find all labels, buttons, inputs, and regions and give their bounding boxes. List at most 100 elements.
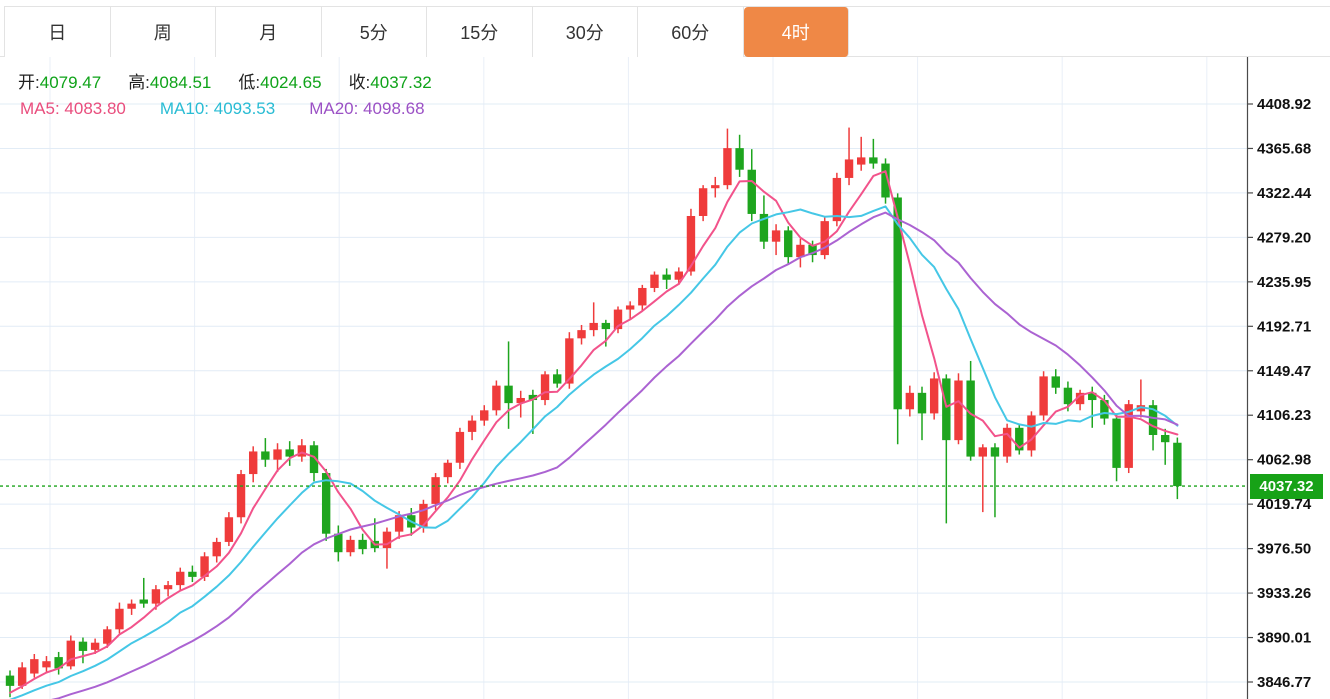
tab-月[interactable]: 月: [216, 7, 322, 57]
candle-body: [443, 462, 452, 478]
y-axis-label: 4279.20: [1257, 229, 1311, 246]
candle-body: [115, 608, 124, 630]
close-readout: 收:4037.32: [349, 68, 432, 93]
candle-body: [978, 447, 987, 457]
close-label: 收:: [348, 73, 371, 92]
close-value: 4037.32: [370, 73, 432, 92]
candle-body: [1039, 376, 1048, 416]
candle-body: [869, 157, 878, 164]
candle-body: [358, 539, 367, 550]
candle-body: [285, 449, 294, 457]
candle-body: [1051, 376, 1060, 388]
candle-body: [431, 477, 440, 504]
candlestick-chart[interactable]: 4408.92 4365.68 4322.44 4279.20 4235.95 4192.…: [0, 57, 1330, 699]
candle-body: [66, 640, 75, 667]
candle-body: [1088, 392, 1097, 401]
ma-legend: MA5: 4083.80 MA10: 4093.53 MA20: 4098.68: [20, 99, 425, 119]
candle-body: [42, 661, 51, 668]
candle-body: [881, 163, 890, 198]
y-axis-label: 3890.01: [1257, 630, 1311, 647]
tab-60分[interactable]: 60分: [638, 7, 744, 57]
candle-body: [808, 244, 817, 256]
candle-body: [1173, 442, 1182, 487]
candle-body: [17, 667, 27, 686]
low-label: 低:: [238, 73, 261, 92]
high-readout: 高:4084.51: [128, 68, 211, 93]
candle-body: [261, 451, 270, 460]
period-toolbar: 日周月 5分 15分 30分 60分 4时: [0, 0, 1330, 57]
candle-body: [990, 447, 1000, 457]
chart-region: 4408.92 4365.68 4322.44 4279.20 4235.95 4192.…: [0, 57, 1330, 699]
low-value: 4024.65: [260, 73, 322, 92]
candle-body: [346, 539, 355, 553]
tab-5分[interactable]: 5分: [321, 7, 427, 57]
candle-body: [200, 556, 209, 577]
y-axis-label: 4062.98: [1257, 452, 1311, 469]
candle-body: [589, 322, 598, 331]
candle-body: [1148, 405, 1158, 435]
candle-body: [686, 215, 696, 272]
candle-body: [309, 445, 319, 474]
ma10-line: [9, 205, 1179, 699]
candle-body: [455, 431, 465, 463]
candle-body: [5, 675, 15, 686]
candle-body: [297, 445, 307, 457]
candle-body: [565, 338, 574, 384]
candle-body: [638, 287, 647, 306]
y-axis: 4408.92 4365.68 4322.44 4279.20 4235.95 4192.…: [1246, 57, 1312, 699]
candle-body: [1015, 427, 1024, 451]
y-axis-label: 4365.68: [1257, 140, 1311, 157]
candle-body: [127, 603, 136, 609]
candle-body: [90, 642, 100, 650]
y-axis-label: 4192.71: [1257, 318, 1311, 335]
ma20-value: 4098.68: [363, 99, 425, 118]
y-axis-label: 4235.95: [1257, 274, 1311, 291]
ma20-readout: MA20: 4098.68: [309, 99, 424, 119]
candle-body: [735, 148, 744, 170]
y-axis-label: 4106.23: [1257, 407, 1311, 424]
ma5-value: 4083.80: [64, 99, 126, 118]
candle-body: [394, 515, 404, 532]
tab-15分[interactable]: 15分: [427, 7, 533, 57]
candle-body: [321, 473, 331, 534]
candle-body: [747, 169, 756, 214]
candle-body: [1124, 404, 1133, 468]
low-readout: 低:4024.65: [238, 68, 321, 93]
candle-body: [796, 244, 805, 258]
candle-body: [613, 309, 623, 330]
ohlc-readout: 开:4079.47 高:4084.51 低:4024.65 收:4037.32: [18, 68, 432, 93]
candle-body: [577, 330, 586, 339]
candle-body: [103, 629, 112, 644]
tab-30分[interactable]: 30分: [532, 7, 638, 57]
candle-body: [188, 571, 197, 577]
candle-body: [139, 599, 148, 604]
candle-body: [625, 305, 635, 310]
candle-body: [674, 271, 683, 280]
candle-body: [723, 148, 732, 186]
ma10-label: MA10:: [159, 99, 210, 118]
y-axis-label: 4408.92: [1257, 96, 1311, 113]
candle-body: [334, 533, 343, 553]
tab-周[interactable]: 周: [110, 7, 216, 57]
period-tabs: 日周月 5分 15分 30分 60分 4时: [4, 6, 1330, 57]
candle-body: [492, 385, 501, 411]
tab-4时[interactable]: 4时: [743, 7, 849, 57]
ma5-line: [9, 170, 1179, 694]
candle-body: [382, 531, 392, 549]
last-price-tag: 4037.32: [1250, 473, 1323, 499]
grid: [0, 57, 1247, 699]
candle-body: [942, 378, 951, 441]
candle-body: [759, 213, 769, 242]
ma10-value: 4093.53: [213, 99, 276, 118]
candle-body: [273, 449, 282, 460]
candle-body: [212, 541, 221, 557]
tab-日[interactable]: 日: [5, 7, 111, 57]
candle-body: [966, 380, 975, 457]
candle-body: [224, 517, 234, 542]
candle-body: [236, 474, 246, 518]
candle-body: [1063, 387, 1073, 405]
open-readout: 开:4079.47: [18, 68, 101, 93]
candle-body: [1100, 400, 1109, 419]
candle-body: [419, 503, 428, 528]
